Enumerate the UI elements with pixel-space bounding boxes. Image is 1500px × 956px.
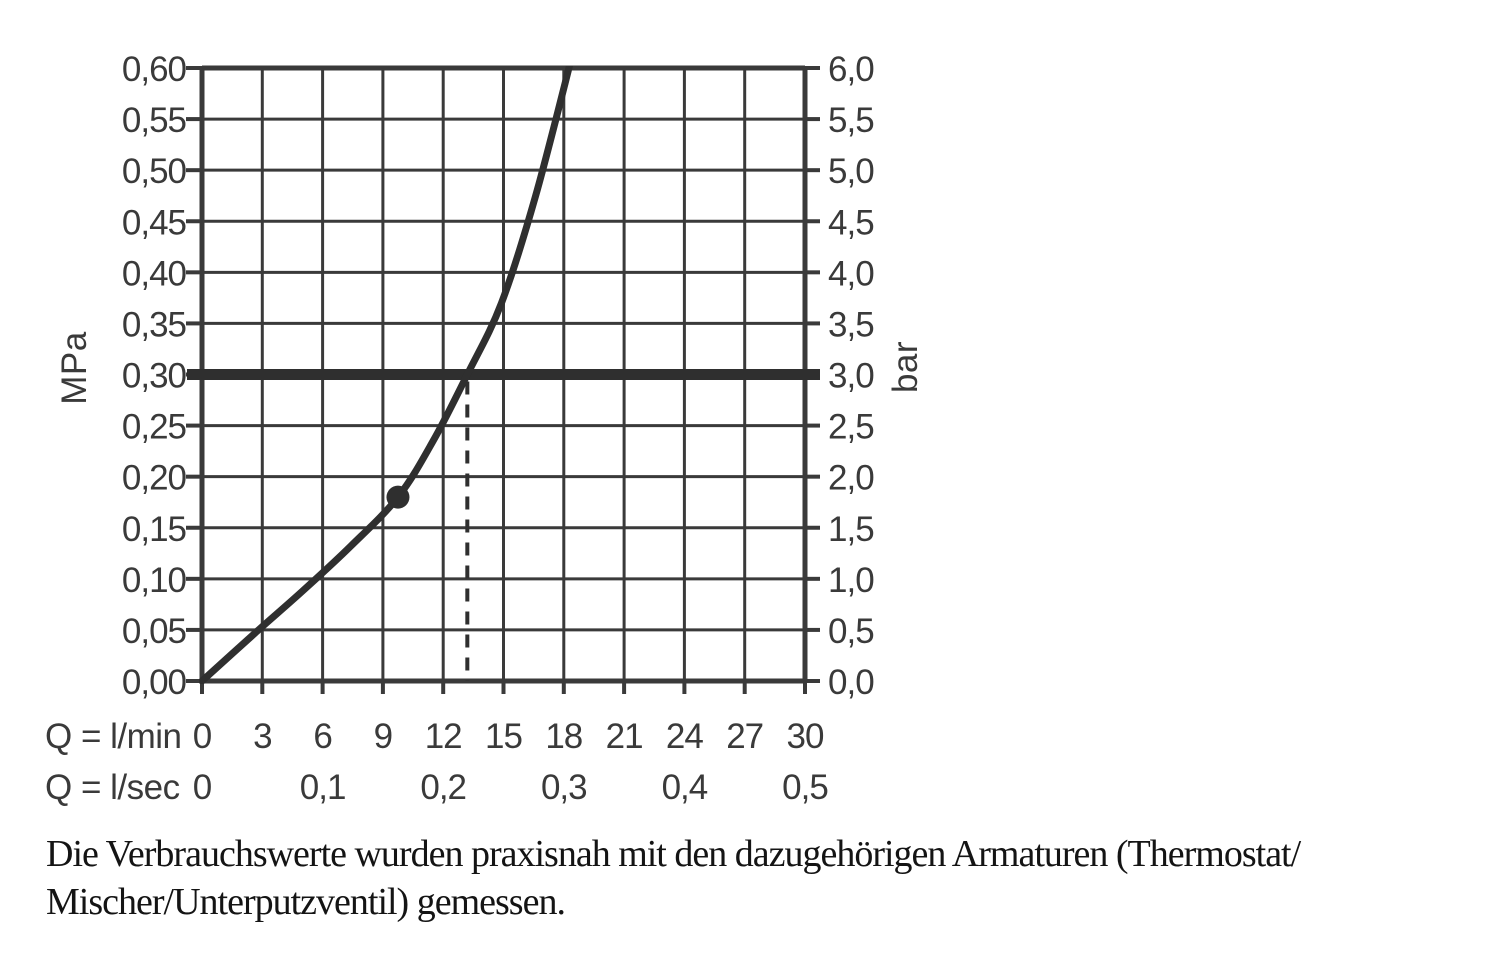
x-axis-lmin-row-label: Q = l/min <box>45 717 182 756</box>
x-axis-lmin-tick-label: 6 <box>313 717 331 756</box>
y-axis-right-tick-label: 3,5 <box>828 305 874 344</box>
y-axis-left-tick-label: 0,35 <box>122 305 186 344</box>
y-axis-right-tick-label: 5,5 <box>828 101 874 140</box>
x-axis-lsec-tick-label: 0,1 <box>300 768 346 807</box>
y-axis-right-tick-label: 0,5 <box>828 612 874 651</box>
y-axis-right-tick-label: 6,0 <box>828 50 874 89</box>
y-axis-right-tick-label: 1,5 <box>828 510 874 549</box>
y-axis-left-tick-label: 0,40 <box>122 254 187 293</box>
curve-marker-dot <box>386 485 410 509</box>
caption-line-1: Die Verbrauchswerte wurden praxisnah mit… <box>46 833 1301 875</box>
y-axis-left-tick-label: 0,05 <box>122 612 186 651</box>
x-axis-lmin-tick-label: 18 <box>545 717 582 756</box>
y-axis-left-tick-label: 0,10 <box>122 561 187 600</box>
y-axis-left-unit-label: MPa <box>55 331 94 405</box>
x-axis-lsec-tick-label: 0,5 <box>782 768 828 807</box>
x-axis-lsec-row-label: Q = l/sec <box>45 768 180 807</box>
x-axis-lsec-tick-label: 0 <box>193 768 212 807</box>
caption: Die Verbrauchswerte wurden praxisnah mit… <box>46 830 1301 926</box>
y-axis-right-tick-label: 2,0 <box>828 459 874 498</box>
x-axis-lsec-tick-label: 0,3 <box>541 768 587 807</box>
x-axis-lmin-tick-label: 0 <box>193 717 212 756</box>
x-axis-lmin-tick-label: 30 <box>787 717 824 756</box>
x-axis-lmin-tick-label: 24 <box>666 717 703 756</box>
y-axis-left-tick-label: 0,15 <box>122 510 186 549</box>
y-axis-right-unit-label: bar <box>886 340 925 394</box>
flow-pressure-chart: 0,60 6,0 0,55 5,5 0,50 5,0 0,45 4,5 0,40 4,0 0,35 3… <box>45 50 925 807</box>
y-axis-left-tick-label: 0,55 <box>122 101 186 140</box>
y-axis-right-tick-label: 0,0 <box>828 663 874 702</box>
y-axis-right-tick-label: 3,0 <box>828 357 874 396</box>
x-axis-lmin-tick-label: 12 <box>425 717 462 756</box>
y-axis-left-tick-label: 0,60 <box>122 50 187 89</box>
x-axis-lsec-tick-label: 0,2 <box>420 768 466 807</box>
y-axis-left-tick-label: 0,25 <box>122 408 186 447</box>
x-axis-lmin-tick-label: 27 <box>726 717 763 756</box>
y-axis-right-tick-label: 4,0 <box>828 254 874 293</box>
x-axis-lsec-tick-label: 0,4 <box>662 768 708 807</box>
x-axis-lmin-tick-label: 9 <box>374 717 392 756</box>
x-axis-lmin-tick-label: 15 <box>485 717 522 756</box>
y-axis-right-tick-label: 4,5 <box>828 203 874 242</box>
chart-canvas: 0,60 6,00,55 5,50,50 5,00,45 4,50,40 4,00,35 3… <box>122 50 875 807</box>
y-axis-right-tick-label: 5,0 <box>828 152 874 191</box>
x-axis-lmin-tick-label: 21 <box>606 717 643 756</box>
caption-line-2: Mischer/Unterputzventil) gemessen. <box>46 881 566 923</box>
y-axis-left-tick-label: 0,50 <box>122 152 187 191</box>
y-axis-right-tick-label: 1,0 <box>828 561 874 600</box>
y-axis-left-tick-label: 0,20 <box>122 459 187 498</box>
y-axis-left-tick-label: 0,45 <box>122 203 186 242</box>
y-axis-right-tick-label: 2,5 <box>828 408 874 447</box>
y-axis-left-tick-label: 0,00 <box>122 663 187 702</box>
y-axis-left-tick-label: 0,30 <box>122 357 187 396</box>
x-axis-lmin-tick-label: 3 <box>253 717 271 756</box>
flow-curve <box>199 66 574 684</box>
